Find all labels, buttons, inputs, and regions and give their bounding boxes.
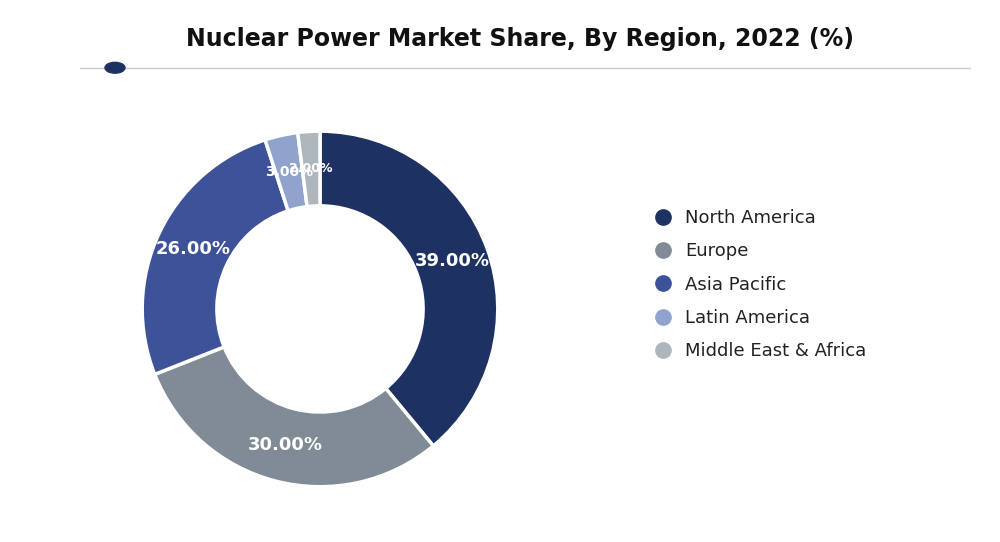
Text: RESEARCH: RESEARCH	[38, 49, 78, 58]
Text: Nuclear Power Market Share, By Region, 2022 (%): Nuclear Power Market Share, By Region, 2…	[186, 27, 854, 51]
Wedge shape	[320, 131, 498, 446]
Text: 2.00%: 2.00%	[289, 162, 333, 175]
Wedge shape	[142, 140, 288, 375]
Text: 26.00%: 26.00%	[155, 240, 230, 258]
Wedge shape	[298, 131, 320, 207]
Legend: North America, Europe, Asia Pacific, Latin America, Middle East & Africa: North America, Europe, Asia Pacific, Lat…	[647, 200, 875, 369]
Text: 30.00%: 30.00%	[248, 436, 323, 454]
Text: PRECEDENCE: PRECEDENCE	[32, 28, 82, 37]
Text: 39.00%: 39.00%	[415, 253, 490, 270]
Wedge shape	[265, 133, 307, 211]
Text: 3.00%: 3.00%	[265, 165, 313, 179]
Wedge shape	[155, 347, 433, 487]
